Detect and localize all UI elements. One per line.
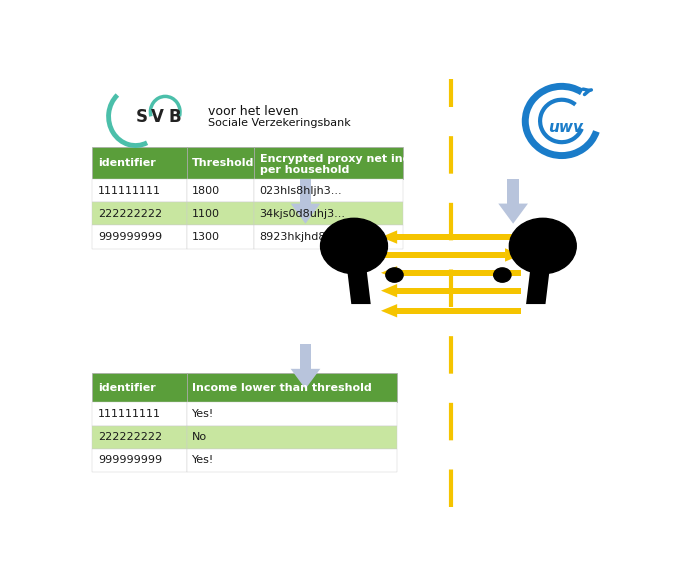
Text: Yes!: Yes!	[192, 455, 214, 465]
Bar	[187, 374, 397, 403]
Text: uwv: uwv	[548, 120, 583, 135]
Text: Threshold: Threshold	[192, 158, 255, 168]
Polygon shape	[381, 266, 397, 280]
Text: V: V	[151, 108, 164, 126]
Polygon shape	[381, 284, 397, 298]
Text: 222222222: 222222222	[97, 209, 162, 219]
Text: per household: per household	[260, 165, 349, 175]
Text: No: No	[192, 432, 207, 442]
Polygon shape	[347, 269, 371, 304]
Text: identifier: identifier	[97, 383, 155, 393]
Bar	[254, 226, 402, 249]
Bar	[254, 147, 402, 179]
Text: 1800: 1800	[192, 186, 221, 195]
Bar	[93, 202, 187, 226]
Text: 023hls8hljh3...: 023hls8hljh3...	[260, 186, 342, 195]
Text: 1300: 1300	[192, 232, 220, 242]
Bar	[93, 449, 187, 472]
Bar	[397, 270, 521, 275]
Bar	[187, 449, 397, 472]
Bar	[507, 179, 519, 204]
Bar	[187, 202, 254, 226]
Text: Sociale Verzekeringsbank: Sociale Verzekeringsbank	[208, 118, 351, 128]
Circle shape	[493, 268, 511, 282]
Text: voor het leven: voor het leven	[208, 105, 299, 118]
Circle shape	[509, 218, 576, 274]
Bar	[187, 179, 254, 202]
Bar	[187, 426, 397, 449]
Bar	[93, 179, 187, 202]
Bar	[187, 403, 397, 426]
Text: 111111111: 111111111	[97, 186, 161, 195]
Polygon shape	[291, 204, 320, 224]
Bar	[93, 374, 187, 403]
Bar	[187, 226, 254, 249]
Text: 8923hkjhd83...: 8923hkjhd83...	[260, 232, 344, 242]
Bar	[299, 179, 311, 204]
Text: Encrypted proxy net income: Encrypted proxy net income	[260, 154, 436, 164]
Circle shape	[321, 218, 388, 274]
Polygon shape	[381, 230, 397, 244]
Text: 999999999: 999999999	[97, 232, 162, 242]
Polygon shape	[505, 248, 521, 262]
Text: Yes!: Yes!	[192, 409, 214, 419]
Bar	[299, 345, 311, 369]
Bar	[397, 308, 521, 314]
Bar	[93, 403, 187, 426]
Bar	[93, 426, 187, 449]
Text: 34kjs0d8uhj3...: 34kjs0d8uhj3...	[260, 209, 346, 219]
Bar	[93, 147, 187, 179]
Text: S: S	[136, 108, 148, 126]
Bar	[381, 252, 505, 258]
Text: Income lower than threshold: Income lower than threshold	[192, 383, 372, 393]
Bar	[397, 288, 521, 293]
Polygon shape	[526, 269, 550, 304]
Polygon shape	[291, 369, 320, 389]
Text: 111111111: 111111111	[97, 409, 161, 419]
Bar	[254, 202, 402, 226]
Text: 999999999: 999999999	[97, 455, 162, 465]
Polygon shape	[381, 304, 397, 317]
Bar	[93, 226, 187, 249]
Text: identifier: identifier	[97, 158, 155, 168]
Text: 222222222: 222222222	[97, 432, 162, 442]
Circle shape	[386, 268, 403, 282]
Bar	[254, 179, 402, 202]
Bar	[397, 234, 521, 240]
Text: 1100: 1100	[192, 209, 220, 219]
Bar	[187, 147, 254, 179]
Text: B: B	[168, 108, 181, 126]
Polygon shape	[498, 204, 528, 224]
